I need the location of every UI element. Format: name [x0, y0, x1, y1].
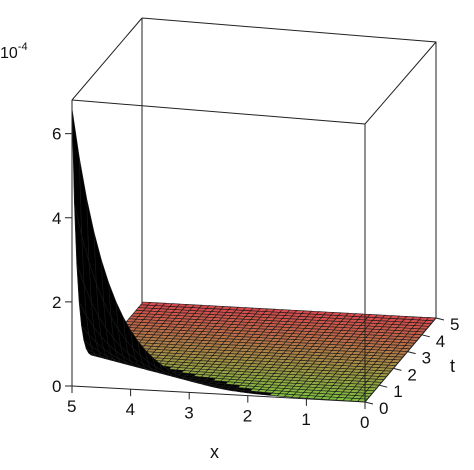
t-tick-label: 1	[393, 382, 402, 401]
x-tick-label: 2	[243, 407, 252, 426]
t-tick-label: 2	[407, 365, 416, 384]
surface-mesh	[71, 108, 437, 403]
x-tick-label: 1	[301, 410, 310, 429]
x-tick-label: 4	[126, 400, 135, 419]
t-tick-label: 0	[379, 399, 388, 418]
z-tick-label: 6	[52, 125, 61, 144]
z-tick-label: 2	[52, 293, 61, 312]
x-tick-label: 0	[360, 413, 369, 432]
x-tick-label: 3	[184, 403, 193, 422]
exponent-label: 10-4	[0, 41, 28, 62]
front-box	[71, 17, 437, 403]
t-tick-label: 4	[436, 332, 445, 351]
z-tick-label: 4	[52, 209, 61, 228]
t-tick-label: 3	[422, 349, 431, 368]
t-tick-label: 5	[450, 315, 459, 334]
z-tick-label: 0	[52, 377, 61, 396]
back-box	[141, 17, 437, 319]
t-tick-mark	[364, 401, 374, 405]
t-axis-label: t	[450, 356, 455, 376]
x-axis-label: x	[210, 442, 219, 462]
t-tick-mark	[393, 367, 402, 371]
t-tick-mark	[379, 384, 388, 388]
z-axis-ticks: 0 2 4 6	[52, 125, 72, 396]
t-tick-mark	[407, 351, 416, 355]
x-tick-label: 5	[67, 397, 76, 416]
t-tick-mark	[421, 334, 430, 338]
x-axis-ticks: 0 1 2 3 4 5	[67, 386, 369, 432]
t-tick-mark	[435, 317, 445, 321]
